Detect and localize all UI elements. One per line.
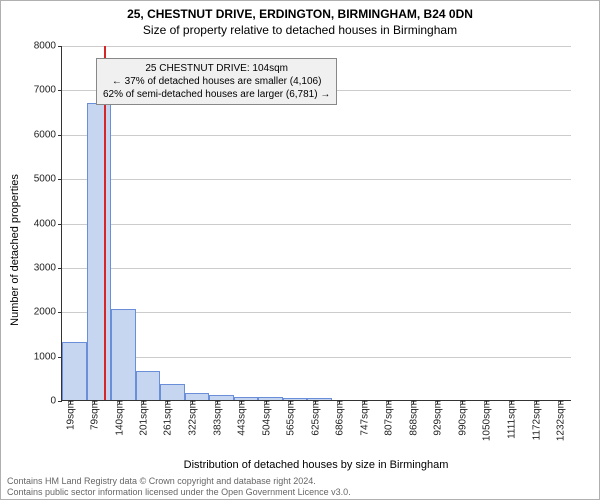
ytick-label: 2000 xyxy=(34,307,62,318)
footer: Contains HM Land Registry data © Crown c… xyxy=(7,476,351,498)
histogram-bar xyxy=(62,342,87,400)
xtick-label: 1172sqm xyxy=(529,400,542,440)
xtick-label: 1111sqm xyxy=(504,400,517,439)
chart-container: 25, CHESTNUT DRIVE, ERDINGTON, BIRMINGHA… xyxy=(0,0,600,500)
chart-subtitle: Size of property relative to detached ho… xyxy=(1,23,599,37)
ytick-label: 7000 xyxy=(34,85,62,96)
xtick-label: 1050sqm xyxy=(480,400,493,441)
gridline xyxy=(62,179,571,180)
xtick-label: 565sqm xyxy=(284,400,297,436)
xtick-label: 747sqm xyxy=(357,400,370,436)
xtick-label: 625sqm xyxy=(308,400,321,436)
histogram-bar xyxy=(87,103,112,400)
histogram-bar xyxy=(111,309,136,400)
xtick-label: 19sqm xyxy=(63,400,76,430)
xtick-label: 686sqm xyxy=(333,400,346,436)
legend-line-3: 62% of semi-detached houses are larger (… xyxy=(103,88,330,101)
xtick-label: 504sqm xyxy=(259,400,272,436)
x-axis-label: Distribution of detached houses by size … xyxy=(61,459,571,471)
xtick-label: 322sqm xyxy=(186,400,199,436)
ytick-label: 8000 xyxy=(34,41,62,52)
gridline xyxy=(62,312,571,313)
xtick-label: 807sqm xyxy=(382,400,395,436)
legend-box: 25 CHESTNUT DRIVE: 104sqm ← 37% of detac… xyxy=(96,58,337,105)
ytick-label: 4000 xyxy=(34,218,62,229)
ytick-label: 6000 xyxy=(34,129,62,140)
footer-line-1: Contains HM Land Registry data © Crown c… xyxy=(7,476,351,487)
histogram-bar xyxy=(160,384,185,400)
histogram-bar xyxy=(185,393,210,400)
chart-title: 25, CHESTNUT DRIVE, ERDINGTON, BIRMINGHA… xyxy=(1,7,599,21)
xtick-label: 140sqm xyxy=(112,400,125,436)
gridline xyxy=(62,357,571,358)
xtick-label: 929sqm xyxy=(431,400,444,436)
ytick-label: 3000 xyxy=(34,262,62,273)
histogram-bar xyxy=(136,371,161,400)
gridline xyxy=(62,268,571,269)
legend-line-1: 25 CHESTNUT DRIVE: 104sqm xyxy=(103,62,330,75)
footer-line-2: Contains public sector information licen… xyxy=(7,487,351,498)
xtick-label: 201sqm xyxy=(137,400,150,436)
xtick-label: 79sqm xyxy=(87,400,100,430)
xtick-label: 1232sqm xyxy=(553,400,566,441)
xtick-label: 383sqm xyxy=(210,400,223,436)
ytick-label: 5000 xyxy=(34,174,62,185)
xtick-label: 261sqm xyxy=(161,400,174,436)
gridline xyxy=(62,224,571,225)
legend-line-2: ← 37% of detached houses are smaller (4,… xyxy=(103,75,330,88)
ytick-label: 1000 xyxy=(34,351,62,362)
y-axis-label: Number of detached properties xyxy=(9,174,21,326)
gridline xyxy=(62,46,571,47)
ytick-label: 0 xyxy=(50,396,62,407)
xtick-label: 990sqm xyxy=(456,400,469,436)
xtick-label: 868sqm xyxy=(406,400,419,436)
gridline xyxy=(62,135,571,136)
plot-area: 01000200030004000500060007000800019sqm79… xyxy=(61,46,571,401)
xtick-label: 443sqm xyxy=(235,400,248,436)
